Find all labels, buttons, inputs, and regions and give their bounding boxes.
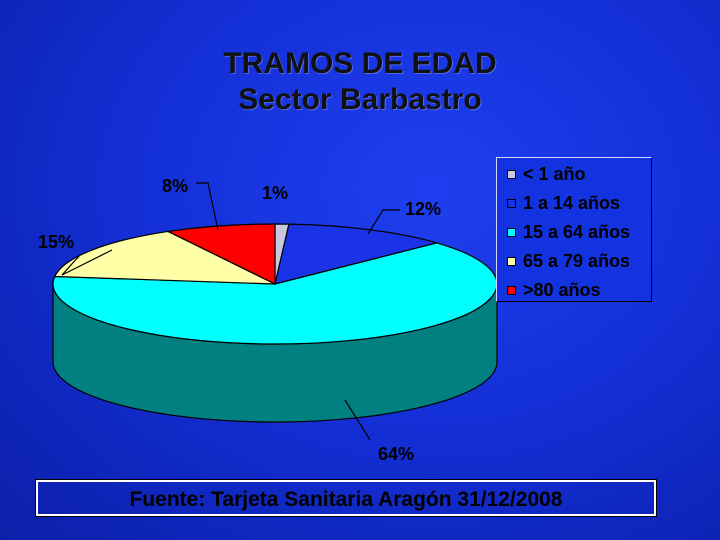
legend-item-1-a-14-a-os: 1 a 14 años [507,193,620,214]
legend-item-1-a-o: < 1 año [507,164,586,185]
legend-item-80-a-os: >80 años [507,280,601,301]
leader-line-65-a-79-a-os [61,249,113,276]
leader-line-15-a-64-a-os [344,399,371,441]
legend-swatch [507,286,516,295]
pie-slice-1-a-14-a-os [274,223,440,285]
pie-slice-15-a-64-a-os [52,242,498,345]
leader-lines [61,182,400,441]
title-line-1: TRAMOS DE EDAD [223,47,497,80]
legend-item-65-a-79-a-os: 65 a 79 años [507,251,630,272]
source-text: Fuente: Tarjeta Sanitaria Aragón 31/12/2… [129,488,563,511]
pie-slice-80-a-os [166,223,276,285]
pie-slice-65-a-79-a-os [53,230,276,285]
legend-item-15-a-64-a-os: 15 a 64 años [507,222,630,243]
legend-label: 15 a 64 años [523,222,631,242]
pct-label-1-a-14-a-os: 12% [405,199,441,219]
legend-swatch [507,199,516,208]
percentage-labels: 1% 12% 64% 15% 8% [38,176,441,464]
leader-line-80-a-os [196,182,219,231]
title-line-2: Sector Barbastro [238,83,482,116]
pct-label-15-a-64-a-os: 64% [378,444,414,464]
legend-label: >80 años [523,280,601,300]
legend-label: 1 a 14 años [523,193,621,213]
legend-label: 65 a 79 años [523,251,631,271]
pct-label-65-a-79-a-os: 15% [38,232,74,252]
legend-swatch [507,170,516,179]
legend-label: < 1 año [523,164,586,184]
leader-line-1-a-14-a-os [367,209,400,235]
pct-label-80-a-os: 8% [162,176,188,196]
source-box: Fuente: Tarjeta Sanitaria Aragón 31/12/2… [35,479,657,517]
legend-swatch [507,228,516,237]
chart-title: TRAMOS DE EDAD Sector Barbastro [0,46,720,118]
chart-legend: < 1 año 1 a 14 años 15 a 64 años 65 a 79 añ… [496,157,652,302]
pct-label-1-a-o: 1% [262,183,288,203]
pie-top-slices [52,223,498,345]
legend-swatch [507,257,516,266]
